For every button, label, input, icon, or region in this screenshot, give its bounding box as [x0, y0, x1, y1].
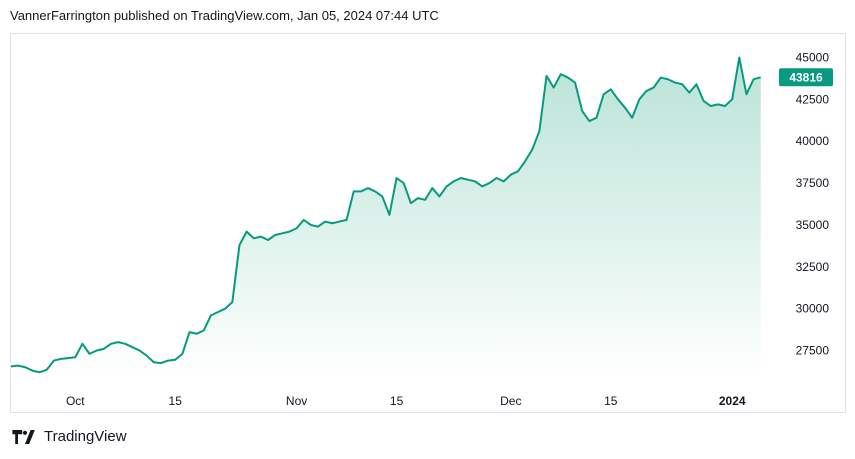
brand-name: TradingView: [44, 428, 127, 445]
x-tick-label: 15: [169, 394, 183, 408]
tradingview-brand[interactable]: TradingView: [12, 428, 127, 445]
y-tick-label: 27500: [796, 344, 830, 358]
x-tick-label: Oct: [66, 394, 85, 408]
x-tick-label: Dec: [500, 394, 521, 408]
y-tick-label: 45000: [796, 50, 830, 64]
tradingview-logo-icon: [12, 429, 35, 444]
x-tick-label: 15: [604, 394, 618, 408]
publication-header: VannerFarrington published on TradingVie…: [10, 8, 439, 23]
chart-frame: [10, 33, 846, 413]
last-price-badge: [779, 68, 833, 87]
y-tick-label: 40000: [796, 134, 830, 148]
price-line: [11, 56, 761, 374]
y-tick-label: 32500: [796, 260, 830, 274]
y-tick-label: 37500: [796, 176, 830, 190]
y-tick-label: 42500: [796, 92, 830, 106]
x-tick-label: 15: [390, 394, 404, 408]
x-tick-label: Nov: [286, 394, 307, 408]
y-tick-label: 35000: [796, 218, 830, 232]
x-tick-label: 2024: [719, 394, 746, 408]
last-price-label: 43816: [789, 70, 823, 84]
price-area-fill: [11, 57, 761, 379]
y-tick-label: 30000: [796, 302, 830, 316]
